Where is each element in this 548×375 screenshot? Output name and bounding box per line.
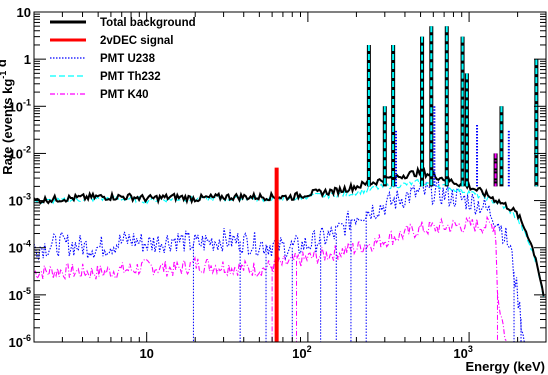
y-tick-label: 10-5 [9, 286, 31, 303]
y-tick-label: 10-6 [9, 333, 31, 350]
legend-label: PMT U238 [100, 53, 156, 65]
y-tick-label: 10-4 [9, 239, 31, 256]
series-layer [34, 26, 545, 342]
y-tick-label: 10-3 [9, 192, 31, 209]
legend: Total background 2vDEC signal PMT U238 PMT … [50, 17, 196, 101]
x-axis-title: Energy (keV) [466, 359, 545, 374]
legend-entry: PMT K40 [50, 89, 149, 101]
y-tick-label: 10 [17, 5, 31, 20]
y-tick-label: 10-1 [9, 97, 31, 114]
x-tick-label: 103 [453, 344, 472, 361]
series-pmt-k40 [34, 215, 507, 342]
th232-lines [366, 26, 539, 187]
legend-label: Total background [100, 17, 196, 29]
y-axis-title: Rate (events kg-1 d-1 keV-1) [0, 12, 15, 175]
series-pmt-u238 [34, 180, 525, 342]
legend-entry: Total background [50, 17, 196, 29]
y-tick-label: 1 [24, 52, 31, 67]
legend-entry: PMT Th232 [50, 71, 161, 83]
x-tick-label: 102 [292, 344, 311, 361]
legend-label: PMT K40 [100, 89, 149, 101]
series-line [34, 215, 507, 341]
u238-lines [394, 106, 510, 187]
axis-layer: 10 102 103 10-6 10-5 10-4 10-3 10-2 10-1 1 10 [9, 5, 547, 361]
plot-frame [33, 11, 547, 343]
series-line [34, 165, 545, 297]
legend-label: 2vDEC signal [100, 35, 174, 47]
y-tick-label: 10-2 [9, 144, 31, 161]
series-total-background [34, 165, 545, 297]
legend-label: PMT Th232 [100, 71, 161, 83]
legend-entry: 2vDEC signal [50, 35, 174, 47]
x-tick-label: 10 [139, 346, 153, 361]
legend-entry: PMT U238 [50, 53, 156, 65]
